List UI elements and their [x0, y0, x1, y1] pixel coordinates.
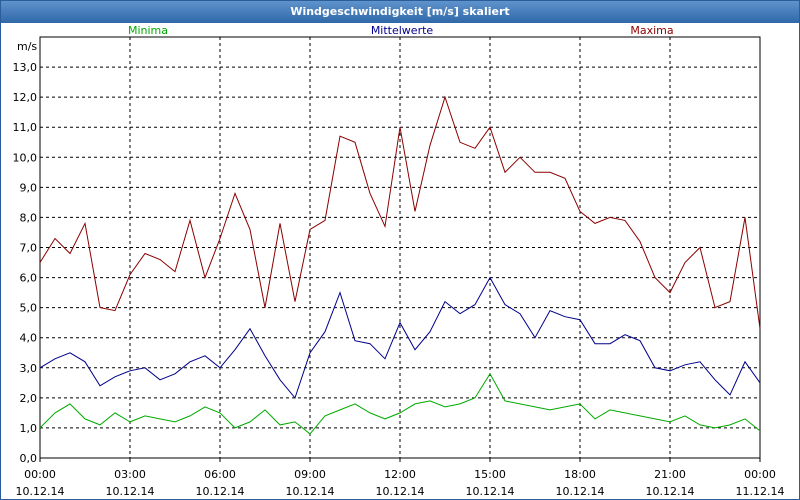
x-tick-date: 10.12.14 [466, 485, 515, 498]
series-line-mittelwerte [39, 276, 761, 399]
y-axis-label: m/s [17, 40, 37, 53]
window-title: Windgeschwindigkeit [m/s] skaliert [1, 1, 799, 23]
legend-entry-minima: Minima [128, 24, 168, 37]
x-tick-time: 00:00 [744, 468, 776, 481]
legend-entry-mittelwerte: Mittelwerte [371, 24, 434, 37]
x-tick-date: 10.12.14 [556, 485, 605, 498]
x-tick-time: 15:00 [474, 468, 506, 481]
y-tick-label: 0,0 [20, 452, 38, 465]
series-layer [39, 95, 761, 435]
x-tick-date: 10.12.14 [376, 485, 425, 498]
x-tick-time: 06:00 [204, 468, 236, 481]
axis-labels: m/s 0,0 1,0 2,0 3,0 4,0 5,0 6,0 7,0 8,0 9,0 10,0 11… [13, 40, 785, 498]
x-tick-date: 10.12.14 [196, 485, 245, 498]
y-tick-label: 13,0 [13, 61, 38, 74]
x-tick-time: 21:00 [654, 468, 686, 481]
x-tick-date: 10.12.14 [646, 485, 695, 498]
x-tick-time: 03:00 [114, 468, 146, 481]
series-line-maxima [39, 95, 761, 329]
x-tick-time: 09:00 [294, 468, 326, 481]
y-tick-label: 7,0 [20, 242, 38, 255]
y-tick-label: 4,0 [20, 332, 38, 345]
legend-entry-maxima: Maxima [630, 24, 673, 37]
y-tick-label: 12,0 [13, 91, 38, 104]
y-tick-label: 5,0 [20, 302, 38, 315]
y-tick-label: 9,0 [20, 181, 38, 194]
y-tick-label: 10,0 [13, 151, 38, 164]
x-tick-time: 18:00 [564, 468, 596, 481]
grid [39, 37, 761, 462]
y-tick-label: 11,0 [13, 121, 38, 134]
y-tick-label: 1,0 [20, 422, 38, 435]
plot-frame [39, 36, 761, 459]
y-tick-label: 2,0 [20, 392, 38, 405]
x-tick-date: 11.12.14 [736, 485, 785, 498]
x-tick-time: 12:00 [384, 468, 416, 481]
series-line-minima [39, 372, 761, 435]
legend: Minima Mittelwerte Maxima [128, 24, 674, 37]
y-tick-label: 6,0 [20, 272, 38, 285]
x-tick-date: 10.12.14 [106, 485, 155, 498]
x-tick-time: 00:00 [24, 468, 56, 481]
y-tick-label: 8,0 [20, 211, 38, 224]
y-tick-label: 3,0 [20, 362, 38, 375]
x-tick-date: 10.12.14 [16, 485, 65, 498]
x-tick-date: 10.12.14 [286, 485, 335, 498]
